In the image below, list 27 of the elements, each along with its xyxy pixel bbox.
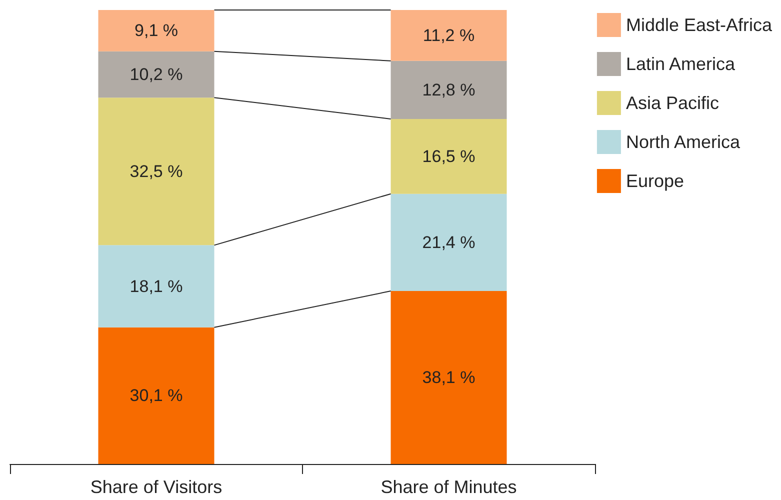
- data-label: 11,2 %: [422, 26, 475, 45]
- bar: [390, 118, 507, 194]
- x-tick-label: Share of Visitors: [90, 477, 222, 497]
- data-label: 12,8 %: [422, 80, 476, 100]
- bar: [390, 10, 507, 61]
- legend-label: North America: [626, 132, 741, 152]
- legend-label: Asia Pacific: [626, 93, 719, 113]
- legend-label: Middle East-Africa: [626, 15, 773, 35]
- data-label: 30,1 %: [130, 386, 183, 406]
- data-label: 16,5 %: [422, 146, 476, 166]
- data-label: 21,4 %: [422, 232, 476, 252]
- legend-label: Europe: [626, 171, 684, 191]
- bar: [98, 10, 214, 52]
- legend-label: Latin America: [626, 54, 736, 74]
- data-label: 9,1 %: [134, 21, 178, 40]
- bar: [98, 327, 214, 464]
- bar: [390, 291, 507, 464]
- data-label: 32,5 %: [130, 162, 183, 181]
- data-label: 38,1 %: [422, 368, 476, 388]
- data-label: 18,1 %: [130, 276, 183, 296]
- data-label: 10,2 %: [130, 64, 183, 84]
- x-tick-label: Share of Minutes: [380, 477, 517, 497]
- bar: [390, 194, 507, 292]
- bar: [98, 98, 214, 246]
- bar: [98, 51, 214, 98]
- bar: [390, 60, 507, 119]
- bar: [98, 245, 214, 328]
